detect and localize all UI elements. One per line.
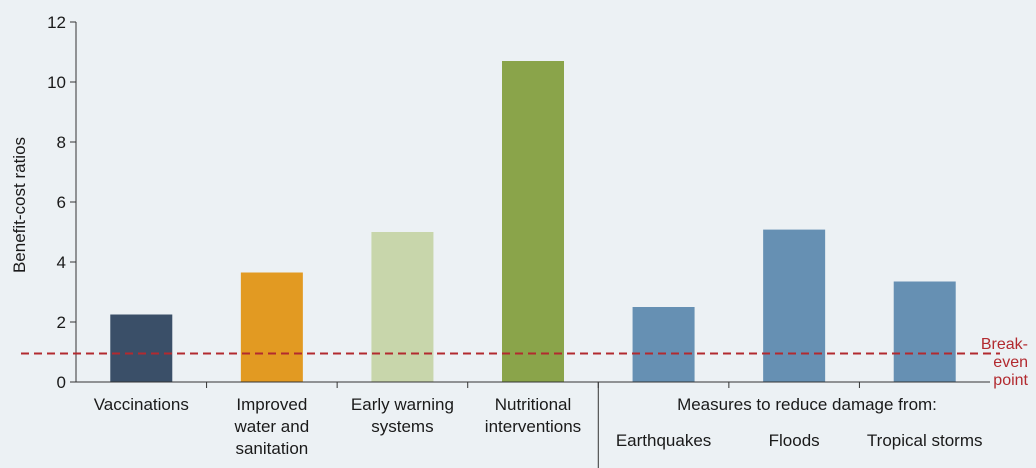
break-even-label: point [993, 372, 1028, 389]
x-tick-label: Nutritional [495, 395, 572, 414]
group-label: Measures to reduce damage from: [677, 395, 937, 414]
y-axis: 0 2 4 6 8 10 12 [47, 13, 77, 392]
bar [632, 307, 695, 382]
bar [240, 272, 303, 382]
x-tick-label: Tropical storms [867, 431, 983, 450]
y-tick-label: 4 [57, 253, 66, 272]
break-even-label: even [993, 354, 1028, 371]
x-tick-label: sanitation [235, 439, 308, 458]
y-tick-label: 8 [57, 133, 66, 152]
y-axis-label: Benefit-cost ratios [10, 137, 29, 273]
bar [763, 229, 826, 382]
x-axis: Vaccinations Improved water and sanitation E… [76, 381, 990, 468]
break-even-label: Break- [981, 336, 1028, 353]
x-tick-label: Floods [769, 431, 820, 450]
bars [110, 61, 956, 382]
bar [110, 314, 173, 382]
y-tick-label: 12 [47, 13, 66, 32]
x-tick-label: Improved [236, 395, 307, 414]
x-tick-label: Early warning [351, 395, 454, 414]
bar [502, 61, 564, 382]
y-tick-label: 10 [47, 73, 66, 92]
x-tick-label: water and [234, 417, 310, 436]
x-tick-label: interventions [485, 417, 581, 436]
bar [371, 232, 434, 382]
x-tick-label: Earthquakes [616, 431, 711, 450]
bar [893, 281, 956, 382]
y-tick-label: 6 [57, 193, 66, 212]
y-tick-label: 2 [57, 313, 66, 332]
x-tick-label: Vaccinations [94, 395, 189, 414]
x-tick-label: systems [371, 417, 433, 436]
y-tick-label: 0 [57, 373, 66, 392]
